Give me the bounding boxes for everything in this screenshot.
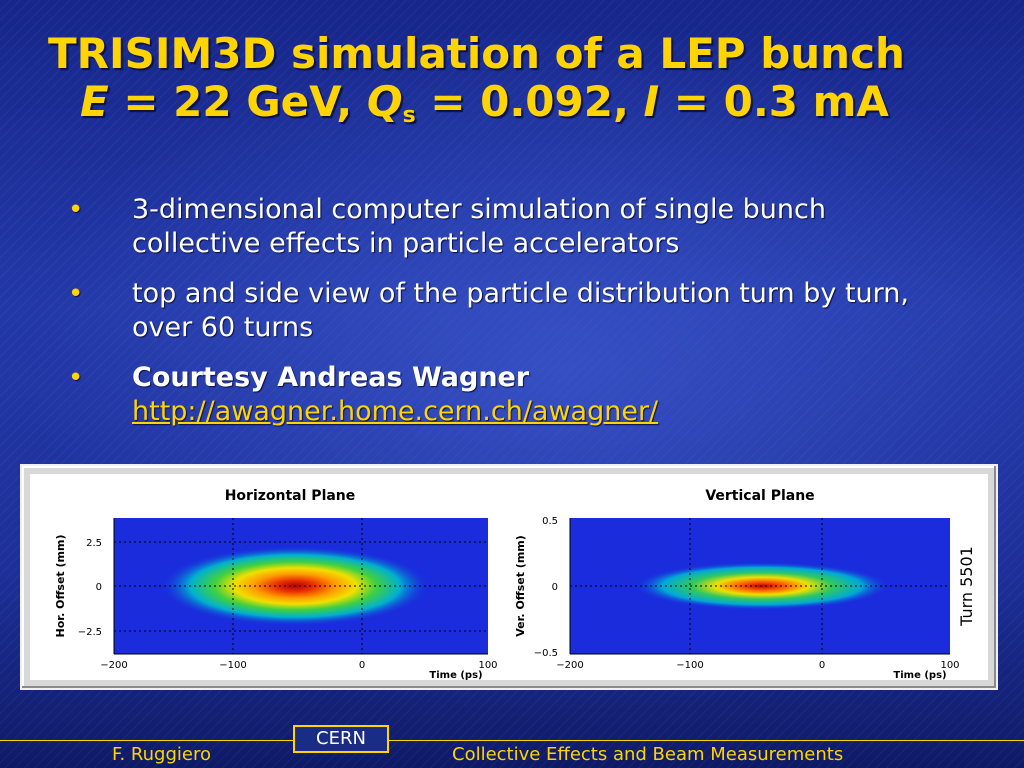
current-value: = 0.3 mA [659,77,889,126]
vertical-y-tick-label: 0 [552,582,558,593]
simulation-figure-frame: Horizontal Plane 2.5 0 −2.5 −200 −100 0 … [20,464,998,690]
vertical-y-tick-label: −0.5 [534,648,558,659]
horizontal-x-tick-label: −200 [100,660,127,671]
energy-value: = 22 GeV, [108,77,367,126]
footer-logo-box: CERN [293,725,389,753]
horizontal-x-tick-label: 0 [359,660,365,671]
slide-title: TRISIM3D simulation of a LEP bunch E = 2… [48,30,1008,140]
bullet-text: top and side view of the particle distri… [132,278,909,343]
footer-talk-title: Collective Effects and Beam Measurements [452,744,844,765]
horizontal-y-axis-label: Hor. Offset (mm) [54,535,67,638]
vertical-x-tick-label: −100 [676,660,703,671]
title-line-1: TRISIM3D simulation of a LEP bunch [48,29,905,78]
vertical-x-axis-label: Time (ps) [893,670,946,680]
bullet-list: • 3-dimensional computer simulation of s… [68,193,948,445]
courtesy-link[interactable]: http://awagner.home.cern.ch/awagner/ [132,396,659,427]
horizontal-x-tick-label: 100 [478,660,497,671]
horizontal-y-tick-label: 2.5 [86,538,102,549]
horizontal-x-tick-label: −100 [219,660,246,671]
title-line-2: E = 22 GeV, Qs = 0.092, I = 0.3 mA [48,78,1008,140]
bullet-text: 3-dimensional computer simulation of sin… [132,194,826,259]
bullet-dot-icon: • [68,279,84,309]
simulation-figure: Horizontal Plane 2.5 0 −2.5 −200 −100 0 … [30,474,988,681]
bullet-item: • top and side view of the particle dist… [68,277,948,345]
tune-symbol: Q [366,77,403,126]
horizontal-panel-title: Horizontal Plane [225,488,356,504]
vertical-x-tick-label: −200 [556,660,583,671]
vertical-x-tick-label: 100 [940,660,959,671]
simulation-figure-svg: Horizontal Plane 2.5 0 −2.5 −200 −100 0 … [54,488,976,681]
vertical-y-tick-label: 0.5 [542,516,558,527]
horizontal-x-axis-label: Time (ps) [429,670,482,680]
vertical-y-axis-label: Ver. Offset (mm) [514,535,527,637]
vertical-panel-title: Vertical Plane [705,488,814,504]
vertical-x-tick-label: 0 [819,660,825,671]
turn-counter: Turn 5501 [957,546,976,627]
bullet-item: • 3-dimensional computer simulation of s… [68,193,948,261]
energy-symbol: E [80,77,109,126]
tune-value: = 0.092, [415,77,644,126]
footer-author: F. Ruggiero [112,744,211,765]
courtesy-text: Courtesy Andreas Wagner [132,362,530,393]
horizontal-y-tick-label: −2.5 [78,627,102,638]
footer-divider [0,740,1024,741]
tune-subscript: s [402,103,416,128]
bullet-dot-icon: • [68,363,84,393]
bullet-item: • Courtesy Andreas Wagner http://awagner… [68,361,948,429]
bullet-dot-icon: • [68,195,84,225]
horizontal-y-tick-label: 0 [96,582,102,593]
current-symbol: I [643,77,660,126]
